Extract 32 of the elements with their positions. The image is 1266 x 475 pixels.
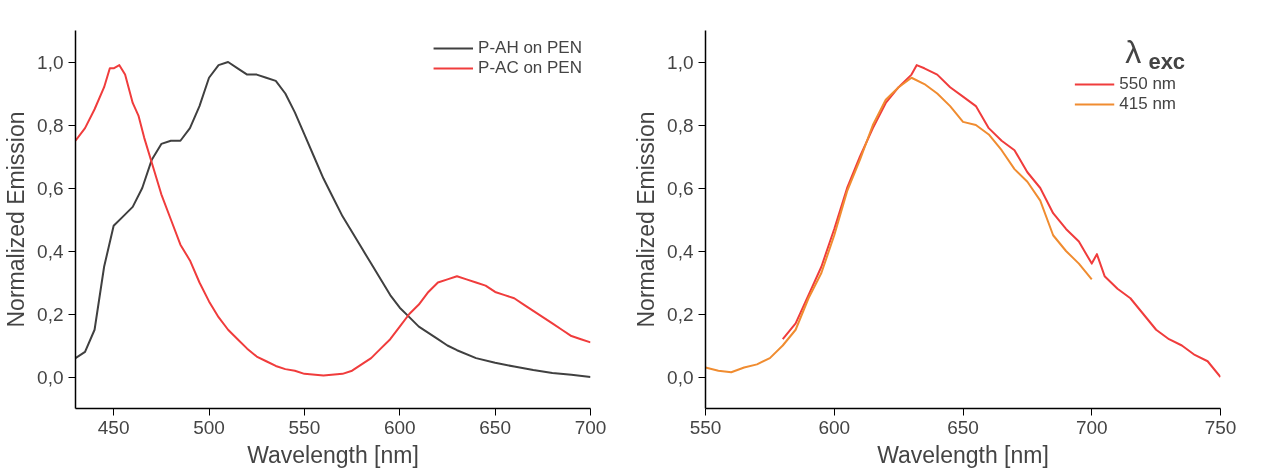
x-axis-title: Wavelength [nm]: [247, 441, 419, 468]
legend-label: 415 nm: [1119, 94, 1176, 114]
y-axis-title: Normalized Emission: [633, 111, 660, 328]
y-tick-label: 0,2: [667, 303, 694, 325]
x-tick-label: 650: [479, 416, 511, 438]
legend-label: P-AH on PEN: [478, 38, 582, 58]
y-tick-label: 0,6: [667, 177, 694, 199]
x-tick-label: 450: [97, 416, 130, 438]
x-axis-title: Wavelength [nm]: [877, 441, 1049, 468]
line-series: [705, 76, 1093, 374]
x-tick-label: 500: [193, 416, 225, 438]
x-tick-label: 600: [818, 416, 851, 438]
y-tick-label: 1,0: [667, 51, 694, 73]
y-tick-label: 0,2: [37, 303, 64, 325]
x-tick-label: 700: [1075, 416, 1108, 438]
x-tick-label: 600: [383, 416, 416, 438]
y-tick-label: 0,6: [37, 177, 64, 199]
y-tick-label: 0,0: [667, 366, 694, 388]
y-tick-label: 0,8: [667, 114, 694, 136]
legend-label: P-AC on PEN: [478, 58, 582, 78]
y-tick-label: 0,8: [37, 114, 64, 136]
x-tick-label: 700: [574, 416, 607, 438]
x-tick-label: 650: [947, 416, 979, 438]
x-tick-label: 750: [1204, 416, 1237, 438]
y-tick-label: 0,4: [37, 240, 64, 262]
x-tick-label: 550: [288, 416, 321, 438]
y-tick-label: 1,0: [37, 51, 64, 73]
y-tick-label: 0,0: [37, 366, 64, 388]
y-tick-label: 0,4: [667, 240, 694, 262]
y-axis-title: Normalized Emission: [3, 111, 30, 328]
legend-label: 550 nm: [1119, 74, 1176, 94]
x-tick-label: 550: [689, 416, 722, 438]
